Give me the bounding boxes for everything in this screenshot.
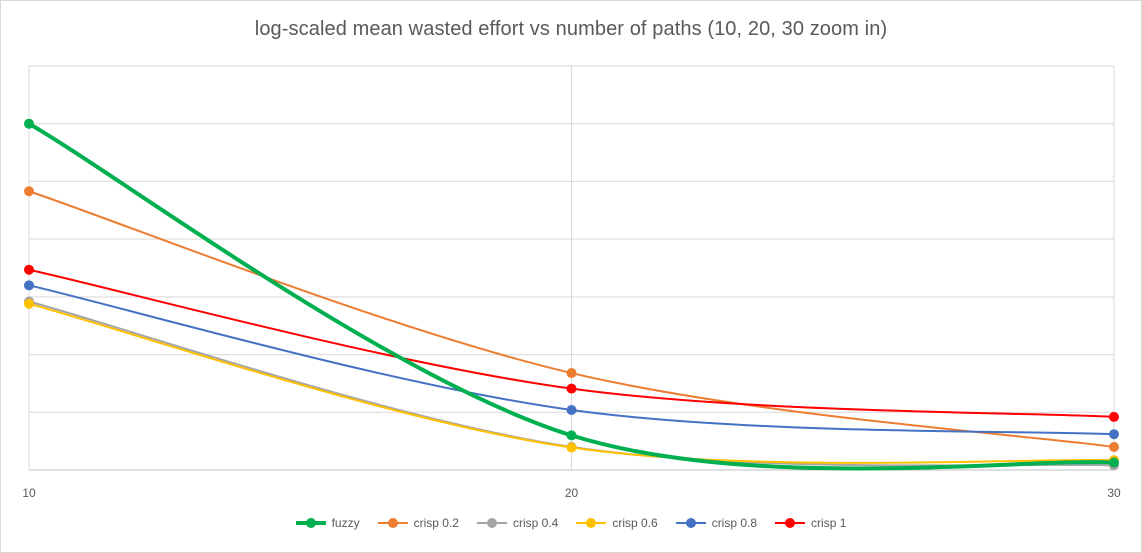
x-tick-label: 20 — [565, 486, 579, 500]
legend-item-crisp-0-6: crisp 0.6 — [576, 516, 658, 530]
x-tick-label: 30 — [1107, 486, 1121, 500]
data-point-crisp-1 — [24, 264, 34, 275]
data-point-crisp-0-8 — [566, 404, 577, 415]
x-axis-tick-labels: 10 20 30 — [22, 486, 1121, 500]
legend-item-fuzzy: fuzzy — [295, 516, 360, 530]
chart-title: log-scaled mean wasted effort vs number … — [254, 18, 888, 40]
data-point-crisp-0-8 — [24, 280, 34, 291]
legend-swatch — [675, 518, 706, 528]
data-point-crisp-0-8 — [1109, 429, 1119, 440]
series-points — [24, 118, 1119, 471]
legend-swatch — [377, 518, 408, 528]
data-point-fuzzy — [1109, 457, 1119, 468]
data-point-crisp-1 — [1109, 411, 1119, 422]
legend-swatch — [775, 518, 806, 528]
data-point-crisp-0-2 — [1109, 441, 1119, 452]
legend-swatch — [576, 518, 607, 528]
data-point-crisp-0-2 — [566, 368, 577, 379]
legend-swatch — [476, 518, 507, 528]
legend-label: crisp 0.8 — [711, 516, 758, 530]
x-tick-label: 10 — [22, 486, 36, 500]
legend-label: crisp 0.4 — [512, 516, 559, 530]
data-point-crisp-0-6 — [24, 298, 34, 309]
legend-label: crisp 0.6 — [612, 516, 658, 530]
data-point-crisp-0-6 — [566, 442, 577, 453]
data-point-crisp-1 — [566, 383, 577, 394]
legend-item-crisp-0-4: crisp 0.4 — [476, 516, 559, 530]
legend-swatch — [295, 518, 326, 528]
legend-label: crisp 1 — [811, 516, 847, 530]
legend-item-crisp-1: crisp 1 — [775, 516, 846, 530]
legend-label: fuzzy — [331, 516, 360, 530]
legend-item-crisp-0-2: crisp 0.2 — [377, 516, 459, 530]
legend-item-crisp-0-8: crisp 0.8 — [675, 516, 758, 530]
legend-label: crisp 0.2 — [413, 516, 459, 530]
data-point-fuzzy — [566, 430, 577, 441]
legend: fuzzy crisp 0.2 crisp 0.4 crisp 0.6 crisp 0.… — [0, 516, 1142, 530]
data-point-crisp-0-2 — [24, 186, 34, 197]
data-point-fuzzy — [24, 118, 34, 129]
